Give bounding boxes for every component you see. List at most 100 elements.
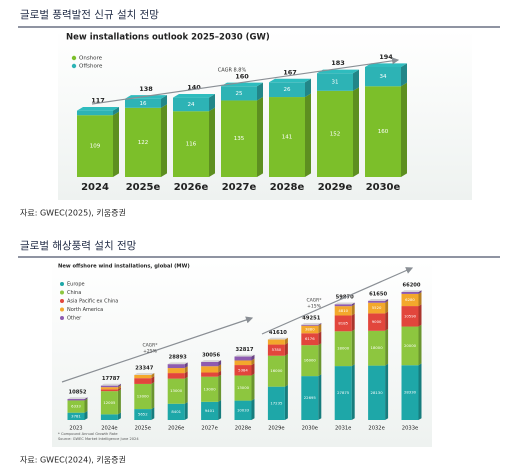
segment-label: 28330 — [404, 390, 417, 395]
segment-label: 109 — [90, 144, 101, 150]
bar-segment — [368, 313, 386, 331]
segment-label: 13000 — [170, 388, 183, 393]
bar-side — [385, 329, 389, 366]
bar-segment — [234, 365, 252, 376]
segment-label: 8401 — [171, 409, 181, 414]
bar-segment — [173, 111, 209, 177]
legend-label: Offshore — [79, 64, 103, 70]
segment-label: 9000 — [372, 319, 382, 324]
bar-side — [184, 376, 188, 404]
bar-segment — [167, 373, 185, 379]
total-label: 160 — [235, 72, 249, 80]
bar-segment — [334, 331, 352, 367]
bar-segment — [401, 326, 419, 366]
bar-segment — [365, 86, 401, 177]
segment-label: 4810 — [338, 308, 348, 313]
segment-label: 27875 — [337, 390, 350, 395]
bar-side — [84, 410, 88, 420]
bar-top — [334, 302, 355, 305]
total-label: 41610 — [269, 330, 287, 336]
bar-segment — [301, 345, 319, 377]
x-tick-label: 2033e — [402, 426, 418, 432]
bar-segment — [317, 90, 353, 177]
bar-segment — [269, 97, 305, 177]
segment-label: 122 — [138, 140, 149, 146]
segment-label: 17235 — [270, 400, 283, 405]
bar-segment — [125, 107, 161, 177]
bar-side — [353, 69, 359, 91]
legend-label: Asia Pacific ex China — [67, 299, 118, 305]
bar-segment — [221, 100, 257, 177]
bar-segment — [125, 98, 161, 108]
bar-side — [318, 322, 322, 326]
bar-side — [418, 292, 422, 307]
segment-label: 16 — [140, 101, 147, 107]
bar-segment — [77, 115, 113, 177]
legend-swatch — [71, 55, 77, 61]
bar-segment — [201, 372, 219, 377]
bar-segment — [134, 409, 152, 420]
segment-label: 160 — [378, 129, 389, 135]
x-tick-label: 2028e — [270, 182, 305, 193]
trend-arrow — [91, 57, 400, 105]
legend-label: North America — [67, 307, 103, 313]
x-tick-label: 2030e — [302, 426, 318, 432]
bar-segment — [267, 339, 285, 345]
x-tick-label: 2030e — [366, 182, 401, 193]
bar-side — [351, 302, 355, 307]
charts: New installations outlook 2025–2030 (GW)… — [58, 33, 422, 441]
x-tick-label: 2024 — [81, 182, 109, 193]
total-label: 30056 — [202, 352, 220, 358]
x-tick-label: 2029e — [318, 182, 353, 193]
annotation: +15% — [307, 304, 321, 310]
bar-side — [184, 366, 188, 374]
bar-side — [218, 364, 222, 373]
legend-label: China — [67, 290, 81, 296]
bar-segment — [301, 376, 319, 420]
bar-segment — [173, 97, 209, 112]
legend-label: Europe — [67, 282, 85, 288]
bar-side — [251, 363, 255, 376]
bar-segment — [267, 386, 285, 420]
bar-side — [418, 363, 422, 420]
legend-swatch — [60, 299, 64, 303]
bar-side — [318, 323, 322, 334]
bar-side — [353, 87, 359, 177]
bar-segment — [267, 355, 285, 387]
bar-side — [257, 82, 263, 101]
section-heading: 글로벌 풍력발전 신규 설치 전망 — [20, 9, 159, 21]
bar-side — [184, 401, 188, 420]
legend-swatch — [71, 63, 77, 69]
segment-label: 141 — [282, 135, 293, 141]
segment-label: 28130 — [371, 390, 384, 395]
bar-segment — [301, 333, 319, 346]
bar-top — [401, 290, 422, 292]
bar-top — [77, 107, 119, 111]
trend-arrow — [261, 267, 414, 335]
x-tick-label: 2023 — [69, 426, 82, 432]
bar-segment — [77, 110, 113, 116]
bar-top — [267, 337, 288, 340]
bar-side — [251, 358, 255, 366]
bar-segment — [134, 378, 152, 384]
bar-top — [134, 373, 155, 375]
annotation: +25% — [143, 349, 157, 355]
total-label: 17787 — [102, 376, 120, 382]
bar-segment — [134, 383, 152, 410]
segment-label: 13000 — [137, 394, 150, 399]
annotation: CAGR* — [142, 343, 158, 349]
bar-side — [84, 398, 88, 413]
legend-label: Onshore — [79, 56, 103, 62]
legend-swatch — [60, 307, 64, 312]
legend-swatch — [60, 290, 64, 295]
segment-label: 13000 — [204, 386, 217, 391]
segment-label: 5520 — [372, 305, 382, 310]
bar-side — [151, 373, 155, 379]
bar-segment — [269, 82, 305, 98]
bar-side — [151, 407, 155, 420]
bar-segment — [201, 366, 219, 373]
segment-label: 6280 — [405, 297, 415, 302]
segment-label: 3781 — [71, 413, 81, 418]
x-tick-label: 2029e — [268, 426, 284, 432]
x-tick-label: 2025e — [126, 182, 161, 193]
